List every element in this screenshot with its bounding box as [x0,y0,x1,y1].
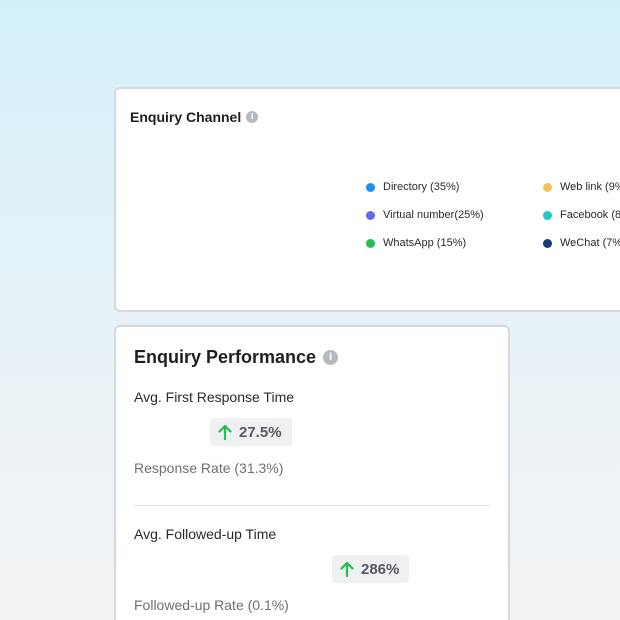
info-icon[interactable]: i [323,350,339,365]
followed-up-change-value: 286% [361,560,400,578]
first-response-time-label: Avg. First Response Time [134,389,295,405]
legend-item-whatsapp[interactable]: WhatsApp (15%) [366,237,466,249]
first-response-change-badge: 27.5% [210,418,292,446]
legend-item-facebook[interactable]: Facebook (8%) [543,209,620,221]
legend-item-directory[interactable]: Directory (35%) [366,181,459,193]
enquiry-performance-title: Enquiry Performance i [134,347,339,368]
legend-dot-icon [543,238,552,248]
legend-dot-icon [543,210,552,220]
enquiry-channel-title: Enquiry Channel i [130,109,259,125]
arrow-up-icon [340,561,354,577]
legend-label: WhatsApp (15%) [383,237,467,249]
enquiry-channel-card: Enquiry Channel i Directory (35%) Virtua… [114,87,620,312]
response-rate-text: Response Rate (31.3%) [134,460,284,476]
legend-label: Directory (35%) [383,181,460,193]
followed-up-time-label: Avg. Followed-up Time [134,526,277,542]
legend-item-virtual-number[interactable]: Virtual number(25%) [366,209,484,221]
legend-dot-icon [543,182,552,192]
divider [134,505,491,506]
enquiry-performance-title-text: Enquiry Performance [134,347,317,367]
legend-item-web-link[interactable]: Web link (9%) [543,181,620,193]
legend-label: Virtual number(25%) [383,209,484,221]
legend-label: WeChat (7%) [560,237,620,249]
info-icon[interactable]: i [246,111,259,123]
legend-label: Facebook (8%) [560,209,620,221]
legend-item-wechat[interactable]: WeChat (7%) [543,237,620,249]
legend-label: Web link (9%) [560,181,620,193]
followed-up-change-badge: 286% [332,555,410,583]
enquiry-channel-title-text: Enquiry Channel [130,109,242,125]
legend-dot-icon [366,238,375,248]
first-response-change-value: 27.5% [239,423,282,441]
legend-dot-icon [366,210,375,220]
legend-dot-icon [366,182,375,192]
followed-up-rate-text: Followed-up Rate (0.1%) [134,597,289,613]
arrow-up-icon [218,424,232,440]
enquiry-performance-card: Enquiry Performance i Avg. First Respons… [114,325,510,620]
